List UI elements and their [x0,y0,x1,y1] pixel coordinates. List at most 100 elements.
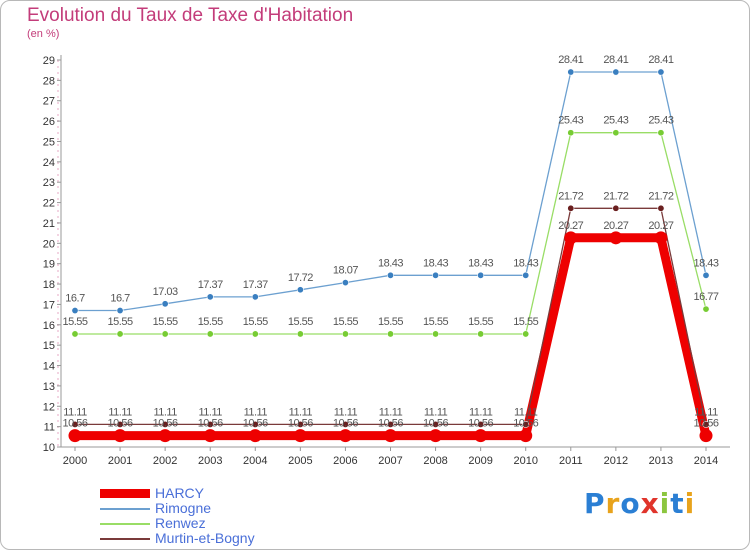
x-tick-label: 2000 [63,455,87,467]
data-point-rimogne [161,300,169,308]
data-point-harcy [158,429,172,443]
data-point-harcy [338,429,352,443]
data-point-harcy [609,231,623,245]
data-label-murtin-et-bogny: 21.72 [648,190,673,202]
data-point-renwez [251,330,259,338]
data-point-murtin-et-bogny [341,420,349,428]
data-label-harcy: 10.56 [62,418,87,430]
proxiti-logo: Proxiti [584,487,695,520]
data-label-renwez: 15.55 [288,316,313,328]
legend-label: HARCY [155,485,205,501]
data-label-renwez: 16.77 [693,291,718,303]
data-label-harcy: 20.27 [603,220,628,232]
data-point-harcy [654,231,668,245]
data-point-rimogne [251,293,259,301]
data-point-murtin-et-bogny [296,420,304,428]
data-point-murtin-et-bogny [477,420,485,428]
x-tick-label: 2012 [604,455,628,467]
data-label-murtin-et-bogny: 11.11 [424,406,448,418]
data-point-harcy [474,429,488,443]
data-label-harcy: 10.56 [468,418,493,430]
data-label-murtin-et-bogny: 11.11 [289,406,313,418]
y-tick-label: 16 [43,320,55,332]
data-label-rimogne: 17.37 [198,279,223,291]
data-label-rimogne: 28.41 [558,54,583,66]
data-point-rimogne [522,271,530,279]
x-tick-label: 2004 [243,455,267,467]
data-label-renwez: 15.55 [153,316,178,328]
data-point-rimogne [612,68,620,76]
y-tick-label: 12 [43,401,55,413]
data-label-harcy: 10.56 [153,418,178,430]
x-tick-label: 2001 [108,455,132,467]
data-label-harcy: 20.27 [558,220,583,232]
data-point-murtin-et-bogny [657,204,665,212]
data-point-rimogne [341,279,349,287]
data-label-murtin-et-bogny: 21.72 [603,190,628,202]
data-label-murtin-et-bogny: 11.11 [694,406,718,418]
data-label-renwez: 15.55 [423,316,448,328]
x-tick-label: 2002 [153,455,177,467]
data-point-murtin-et-bogny [161,420,169,428]
data-point-renwez [567,129,575,137]
data-point-murtin-et-bogny [71,420,79,428]
y-tick-label: 25 [43,136,55,148]
series-points [68,68,713,443]
data-label-rimogne: 28.41 [648,54,673,66]
data-point-rimogne [116,307,124,315]
logo-letter: i [659,487,671,520]
data-label-renwez: 15.55 [468,316,493,328]
data-label-murtin-et-bogny: 11.11 [63,406,87,418]
data-point-renwez [116,330,124,338]
data-label-rimogne: 18.07 [333,265,358,277]
y-tick-label: 24 [43,157,55,169]
unit-label: (en %) [27,28,60,40]
data-label-murtin-et-bogny: 11.11 [199,406,223,418]
data-point-murtin-et-bogny [251,420,259,428]
data-label-renwez: 25.43 [603,115,628,127]
data-point-harcy [384,429,397,443]
data-point-rimogne [567,68,575,76]
y-tick-label: 15 [43,340,55,352]
data-point-murtin-et-bogny [386,420,394,428]
data-point-renwez [702,305,710,313]
data-label-rimogne: 28.41 [603,54,628,66]
data-label-murtin-et-bogny: 21.72 [558,190,583,202]
data-point-renwez [71,330,79,338]
data-point-harcy [564,231,578,245]
legend-swatch [100,523,150,525]
data-label-rimogne: 18.43 [693,257,718,269]
legend-label: Murtin-et-Bogny [155,530,255,546]
data-label-harcy: 10.56 [693,418,718,430]
data-label-renwez: 25.43 [648,115,673,127]
data-point-murtin-et-bogny [702,420,710,428]
data-label-renwez: 15.55 [333,316,358,328]
data-label-renwez: 25.43 [558,115,583,127]
data-point-harcy [699,429,713,443]
data-point-rimogne [296,286,304,294]
data-point-renwez [612,129,620,137]
legend-label: Renwez [155,515,206,531]
data-label-rimogne: 16.7 [65,293,85,305]
x-tick-label: 2008 [423,455,447,467]
data-label-murtin-et-bogny: 11.11 [153,406,177,418]
data-point-harcy [429,429,443,443]
data-point-renwez [341,330,349,338]
x-tick-label: 2007 [378,455,402,467]
data-point-murtin-et-bogny [567,204,575,212]
data-label-rimogne: 18.43 [468,257,493,269]
data-label-renwez: 15.55 [513,316,538,328]
data-label-renwez: 15.55 [62,316,87,328]
x-tick-label: 2006 [333,455,357,467]
y-tick-label: 13 [43,381,55,393]
y-tick-label: 10 [43,442,55,454]
y-tick-label: 23 [43,177,55,189]
data-point-renwez [477,330,485,338]
data-point-rimogne [206,293,214,301]
data-label-harcy: 10.56 [243,418,268,430]
data-label-murtin-et-bogny: 11.11 [469,406,493,418]
y-tick-label: 28 [43,75,55,87]
y-tick-label: 20 [43,238,55,250]
data-point-renwez [296,330,304,338]
